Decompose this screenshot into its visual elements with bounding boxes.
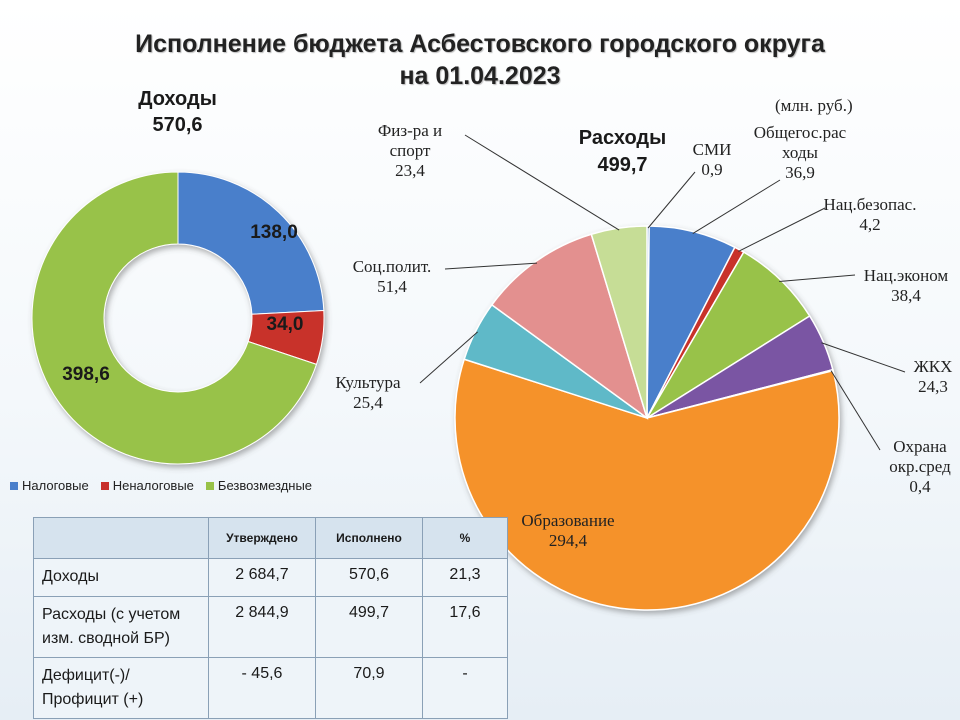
row-label: Расходы (с учетом изм. сводной БР) [33, 596, 209, 658]
pie-category-label: Нац.безопас. [824, 195, 917, 214]
income-heading: Доходы 570,6 [100, 86, 255, 138]
pie-value-label: 0,4 [909, 477, 931, 496]
pie-value-label: 0,9 [701, 160, 722, 179]
leader-line-общегос-расходы [692, 179, 781, 235]
row-executed: 570,6 [315, 558, 423, 597]
donut-slice-1 [177, 171, 325, 315]
table-header-blank [33, 517, 209, 559]
pie-slice-образование [454, 358, 840, 611]
legend-item-gratuitous: Безвозмездные [205, 478, 313, 493]
row-label: Дефицит(-)/ Профицит (+) [33, 657, 209, 719]
leader-line-нац-эконом [779, 274, 856, 283]
legend-item-tax: Налоговые [10, 478, 89, 493]
donut-data-label: 138,0 [250, 222, 298, 243]
legend-swatch-gratuitous [205, 481, 214, 490]
income-total: 570,6 [152, 114, 203, 136]
pie-value-label: 36,9 [785, 163, 815, 182]
table-row: Расходы (с учетом изм. сводной БР) 2 844… [33, 596, 508, 658]
donut-slice-3 [31, 171, 318, 465]
income-legend: Налоговые Неналоговые Безвозмездные [10, 478, 312, 493]
expense-pie-leaders [419, 134, 906, 451]
pie-value-label: 38,4 [891, 286, 921, 305]
row-executed: 70,9 [315, 657, 423, 719]
table-header-row: Утверждено Исполнено % [33, 517, 508, 559]
table-header-approved: Утверждено [208, 517, 316, 559]
pie-category-label: ЖКХ [914, 357, 953, 376]
pie-slice-нац-эконом [646, 251, 811, 419]
leader-line-соц-полит [444, 262, 538, 270]
pie-category-label: Соц.полит. [353, 257, 432, 276]
legend-label-tax: Налоговые [22, 478, 89, 493]
leader-line-физ-ра-и-спорт [464, 134, 620, 231]
pie-category-label: Физ-ра и [378, 121, 442, 140]
pie-slice-физ-ра-и-спорт [590, 225, 648, 419]
expense-total: 499,7 [597, 154, 648, 176]
leader-line-жкх [821, 342, 906, 373]
row-approved: 2 684,7 [208, 558, 316, 597]
legend-swatch-nontax [100, 481, 109, 490]
row-percent: 21,3 [422, 558, 508, 597]
row-percent: 17,6 [422, 596, 508, 658]
pie-category-label: Нац.эконом [864, 266, 949, 285]
pie-slice-соц-полит [490, 233, 649, 420]
pie-category-label: Общегос.рас [754, 123, 847, 142]
table-header-percent: % [422, 517, 508, 559]
expense-title: Расходы [578, 127, 667, 149]
row-executed: 499,7 [315, 596, 423, 658]
title-line-2: на 01.04.2023 [399, 62, 561, 90]
pie-value-label: 24,3 [918, 377, 948, 396]
pie-value-label: 4,2 [859, 215, 880, 234]
row-approved: - 45,6 [208, 657, 316, 719]
donut-data-label: 34,0 [267, 314, 304, 335]
row-approved: 2 844,9 [208, 596, 316, 658]
pie-category-label: ходы [782, 143, 819, 162]
chart-title: Исполнение бюджета Асбестовского городск… [0, 28, 960, 92]
pie-value-label: 294,4 [549, 531, 588, 550]
leader-line-культура [419, 331, 478, 384]
row-label: Доходы [33, 558, 209, 597]
legend-label-nontax: Неналоговые [112, 478, 194, 493]
income-donut [31, 171, 325, 465]
pie-category-label: Образование [521, 511, 614, 530]
legend-label-gratuitous: Безвозмездные [217, 478, 313, 493]
pie-category-label: СМИ [693, 140, 732, 159]
legend-swatch-tax [10, 481, 18, 490]
units-note: (млн. руб.) [775, 96, 853, 115]
table-header-executed: Исполнено [315, 517, 423, 559]
title-line-1: Исполнение бюджета Асбестовского городск… [135, 30, 825, 58]
leader-line-нац-безопас [738, 207, 826, 252]
income-donut-labels: 138,0 34,0 398,6 [62, 222, 303, 385]
income-title: Доходы [138, 88, 217, 110]
table-row: Дефицит(-)/ Профицит (+) - 45,6 70,9 - [33, 657, 508, 719]
pie-category-label: спорт [390, 141, 431, 160]
leader-line-сми [647, 171, 696, 229]
budget-table: Утверждено Исполнено % Доходы 2 684,7 57… [33, 517, 508, 719]
donut-data-label: 398,6 [62, 364, 110, 385]
expense-pie [454, 225, 840, 611]
pie-category-label: Охрана [893, 437, 947, 456]
table-row: Доходы 2 684,7 570,6 21,3 [33, 558, 508, 597]
expense-heading: Расходы 499,7 [545, 125, 700, 179]
legend-item-nontax: Неналоговые [100, 478, 194, 493]
pie-value-label: 25,4 [353, 393, 383, 412]
row-percent: - [422, 657, 508, 719]
pie-category-label: Культура [335, 373, 401, 392]
pie-value-label: 51,4 [377, 277, 407, 296]
pie-category-label: окр.сред [889, 457, 951, 476]
leader-line-охрана-окр-сред [830, 370, 881, 451]
pie-value-label: 23,4 [395, 161, 425, 180]
